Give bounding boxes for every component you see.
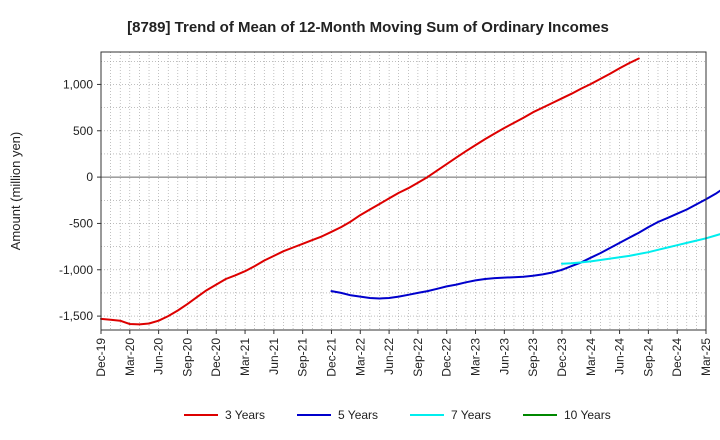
y-tick-label: -500 bbox=[69, 216, 93, 230]
plot-area-frame bbox=[100, 51, 707, 331]
legend: 3 Years 5 Years 7 Years 10 Years bbox=[184, 408, 611, 422]
y-axis-ticks: -1,500 -1,000 -500 0 500 1,000 bbox=[59, 77, 101, 323]
x-tick-label: Sep-20 bbox=[180, 338, 194, 377]
legend-label: 3 Years bbox=[225, 408, 265, 422]
x-tick-label: Mar-22 bbox=[353, 338, 367, 376]
x-tick-label: Mar-23 bbox=[469, 338, 483, 376]
legend-label: 5 Years bbox=[338, 408, 378, 422]
x-tick-label: Sep-23 bbox=[526, 338, 540, 377]
x-tick-label: Sep-24 bbox=[641, 338, 655, 377]
y-tick-label: 0 bbox=[86, 170, 93, 184]
x-tick-label: Dec-22 bbox=[440, 338, 454, 377]
series-lines bbox=[100, 57, 720, 326]
x-tick-label: Jun-24 bbox=[613, 338, 627, 375]
x-tick-label: Dec-24 bbox=[670, 338, 684, 377]
legend-label: 7 Years bbox=[451, 408, 491, 422]
x-tick-label: Mar-25 bbox=[699, 338, 713, 376]
x-tick-label: Dec-21 bbox=[324, 338, 338, 377]
series-line-5-years bbox=[330, 189, 720, 300]
series-line-7-years bbox=[561, 233, 720, 265]
series-line-3-years bbox=[100, 57, 640, 326]
x-tick-label: Jun-23 bbox=[497, 338, 511, 375]
legend-label: 10 Years bbox=[564, 408, 611, 422]
chart-title: [8789] Trend of Mean of 12-Month Moving … bbox=[127, 19, 609, 36]
x-tick-label: Sep-21 bbox=[296, 338, 310, 377]
x-tick-label: Sep-22 bbox=[411, 338, 425, 377]
y-axis-label: Amount (million yen) bbox=[8, 132, 23, 251]
x-tick-label: Mar-21 bbox=[238, 338, 252, 376]
x-tick-label: Mar-20 bbox=[123, 338, 137, 376]
x-tick-label: Dec-19 bbox=[94, 338, 108, 377]
y-tick-label: 1,000 bbox=[63, 77, 93, 91]
x-tick-label: Mar-24 bbox=[584, 338, 598, 376]
x-tick-label: Dec-23 bbox=[555, 338, 569, 377]
x-tick-label: Dec-20 bbox=[209, 338, 223, 377]
x-tick-label: Jun-20 bbox=[152, 338, 166, 375]
y-tick-label: 500 bbox=[73, 124, 93, 138]
x-tick-label: Jun-22 bbox=[382, 338, 396, 375]
x-axis-ticks: Dec-19 Mar-20 Jun-20 Sep-20 Dec-20 Mar-21 Jun-… bbox=[94, 330, 713, 377]
y-tick-label: -1,000 bbox=[59, 263, 93, 277]
y-tick-label: -1,500 bbox=[59, 309, 93, 323]
x-tick-label: Jun-21 bbox=[267, 338, 281, 375]
